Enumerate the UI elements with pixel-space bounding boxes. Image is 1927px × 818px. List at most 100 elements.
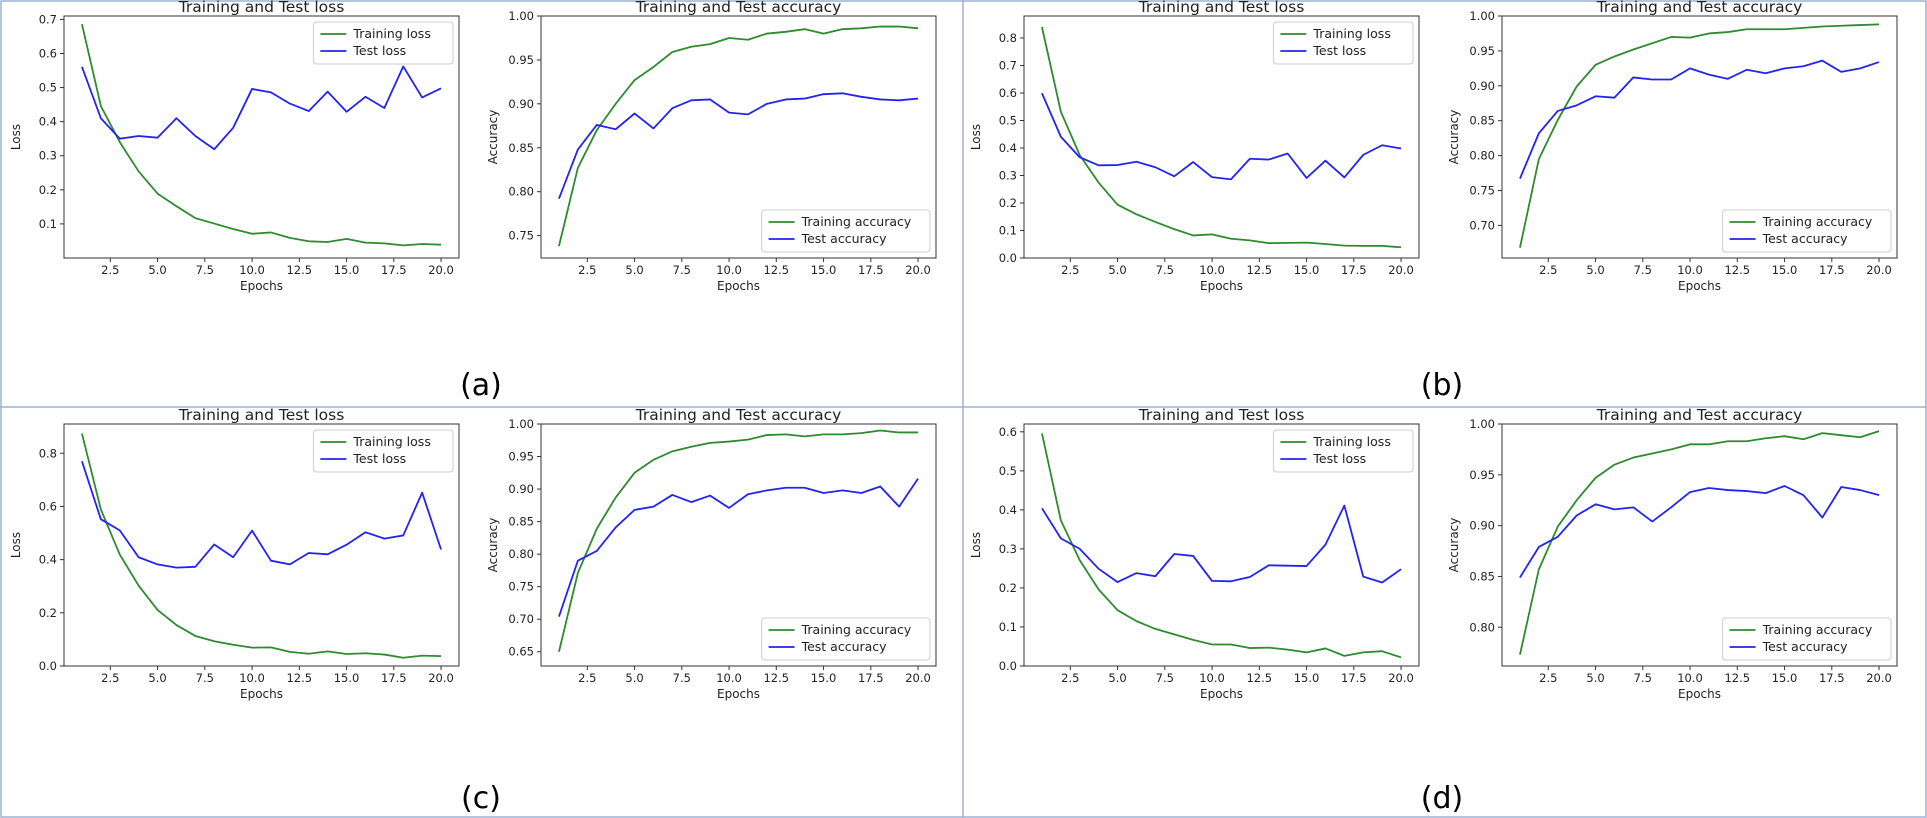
x-axis-label: Epochs — [240, 279, 283, 293]
x-axis-label: Epochs — [717, 687, 760, 701]
legend-label: Training accuracy — [801, 214, 912, 229]
panel-label-b: (b) — [1421, 368, 1463, 403]
chart-3: Training and Test loss 2.5 5.0 7.5 10.0 12.5 1… — [969, 0, 1420, 293]
chart-1: Training and Test loss 2.5 5.0 7.5 10.0 12.5 1… — [9, 0, 460, 293]
y-axis-label: Accuracy — [486, 110, 500, 165]
legend: Training loss Test loss — [1272, 21, 1414, 65]
chart-2: Training and Test accuracy 2.5 5.0 7.5 10.0 1… — [486, 0, 937, 293]
y-tick-label: 1.00 — [1469, 9, 1495, 23]
chart-title: Training and Test loss — [1138, 0, 1305, 16]
x-tick-label: 17.5 — [1341, 671, 1367, 685]
y-tick-label: 0.2 — [999, 581, 1017, 595]
y-tick-label: 0.80 — [1469, 149, 1495, 163]
legend-label: Training loss — [1312, 26, 1390, 41]
series-line-training-loss — [81, 433, 442, 659]
y-tick-label: 0.6 — [999, 425, 1017, 439]
legend-label: Training loss — [1312, 434, 1390, 449]
axes-frame — [63, 423, 460, 667]
x-tick-label: 5.0 — [148, 671, 166, 685]
y-tick-label: 0.3 — [39, 149, 57, 163]
x-tick-label: 15.0 — [1294, 671, 1320, 685]
legend-label: Test accuracy — [1762, 639, 1849, 654]
legend-label: Test accuracy — [801, 639, 888, 654]
y-tick-label: 0.85 — [508, 141, 534, 155]
chart-title: Training and Test accuracy — [635, 0, 842, 16]
x-tick-label: 17.5 — [858, 263, 884, 277]
x-tick-label: 10.0 — [1199, 263, 1225, 277]
y-axis-label: Loss — [9, 124, 23, 150]
x-tick-label: 12.5 — [286, 263, 312, 277]
series-line-training-loss — [1041, 26, 1402, 249]
y-tick-label: 1.00 — [508, 417, 534, 431]
x-tick-label: 15.0 — [334, 671, 360, 685]
y-axis-label: Accuracy — [486, 518, 500, 573]
x-tick-label: 10.0 — [1199, 671, 1225, 685]
x-tick-label: 20.0 — [1388, 671, 1414, 685]
legend-box — [1722, 209, 1892, 253]
y-tick-label: 1.00 — [508, 9, 534, 23]
x-tick-label: 20.0 — [428, 263, 454, 277]
legend-label: Test loss — [352, 43, 406, 58]
chart-7: Training and Test loss 2.5 5.0 7.5 10.0 12.5 1… — [969, 406, 1420, 701]
x-tick-label: 7.5 — [1156, 671, 1174, 685]
chart-title: Training and Test loss — [1138, 406, 1305, 424]
legend: Training accuracy Test accuracy — [761, 209, 931, 253]
x-tick-label: 17.5 — [1341, 263, 1367, 277]
y-tick-label: 0.2 — [39, 606, 57, 620]
series-line-test-loss — [1041, 504, 1402, 584]
x-tick-label: 12.5 — [763, 671, 789, 685]
x-tick-label: 5.0 — [625, 671, 643, 685]
y-tick-label: 0.2 — [999, 196, 1017, 210]
y-tick-label: 0.4 — [39, 553, 57, 567]
y-tick-label: 0.70 — [1469, 218, 1495, 232]
y-tick-label: 0.3 — [999, 169, 1017, 183]
x-tick-label: 2.5 — [1061, 671, 1079, 685]
x-tick-label: 20.0 — [905, 671, 931, 685]
y-tick-label: 0.70 — [508, 612, 534, 626]
series-line-training-loss — [81, 23, 442, 247]
y-tick-label: 0.3 — [999, 542, 1017, 556]
x-tick-label: 7.5 — [673, 671, 691, 685]
legend-box — [1722, 617, 1892, 661]
legend-label: Training accuracy — [1762, 214, 1873, 229]
legend: Training accuracy Test accuracy — [761, 617, 931, 661]
legend-label: Test accuracy — [801, 231, 888, 246]
x-tick-label: 17.5 — [381, 671, 407, 685]
axes-frame — [1023, 15, 1420, 259]
series-line-training-loss — [1041, 433, 1402, 659]
x-tick-label: 12.5 — [1246, 263, 1272, 277]
x-tick-label: 15.0 — [811, 671, 837, 685]
y-tick-label: 0.85 — [1469, 114, 1495, 128]
y-tick-label: 0.4 — [999, 141, 1017, 155]
legend-label: Training accuracy — [1762, 622, 1873, 637]
y-axis-label: Accuracy — [1447, 518, 1461, 573]
y-tick-label: 0.6 — [39, 499, 57, 513]
x-axis-label: Epochs — [1678, 687, 1721, 701]
legend-label: Training loss — [352, 434, 430, 449]
x-tick-label: 5.0 — [1586, 671, 1604, 685]
legend-label: Test accuracy — [1762, 231, 1849, 246]
y-tick-label: 0.6 — [39, 46, 57, 60]
y-tick-label: 0.80 — [508, 547, 534, 561]
panel-label-a: (a) — [460, 368, 502, 403]
x-tick-label: 10.0 — [1677, 263, 1703, 277]
series-line-test-accuracy — [1519, 59, 1880, 179]
x-tick-label: 10.0 — [716, 263, 742, 277]
y-tick-label: 0.95 — [508, 53, 534, 67]
y-tick-label: 0.90 — [1469, 519, 1495, 533]
axes-frame — [1501, 15, 1898, 259]
series-line-training-accuracy — [558, 25, 919, 247]
axes-frame — [1023, 423, 1420, 667]
charts-root: Training and Test loss 2.5 5.0 7.5 10.0 12.5 1… — [9, 0, 1898, 701]
x-tick-label: 2.5 — [101, 263, 119, 277]
x-tick-label: 2.5 — [1539, 671, 1557, 685]
y-tick-label: 0.1 — [999, 620, 1017, 634]
x-tick-label: 12.5 — [1246, 671, 1272, 685]
series-line-test-loss — [81, 65, 442, 151]
legend-box — [1272, 429, 1414, 473]
chart-8: Training and Test accuracy 2.5 5.0 7.5 10.0 1… — [1447, 406, 1898, 701]
legend: Training loss Test loss — [1272, 429, 1414, 473]
legend-box — [1272, 21, 1414, 65]
y-tick-label: 1.00 — [1469, 417, 1495, 431]
